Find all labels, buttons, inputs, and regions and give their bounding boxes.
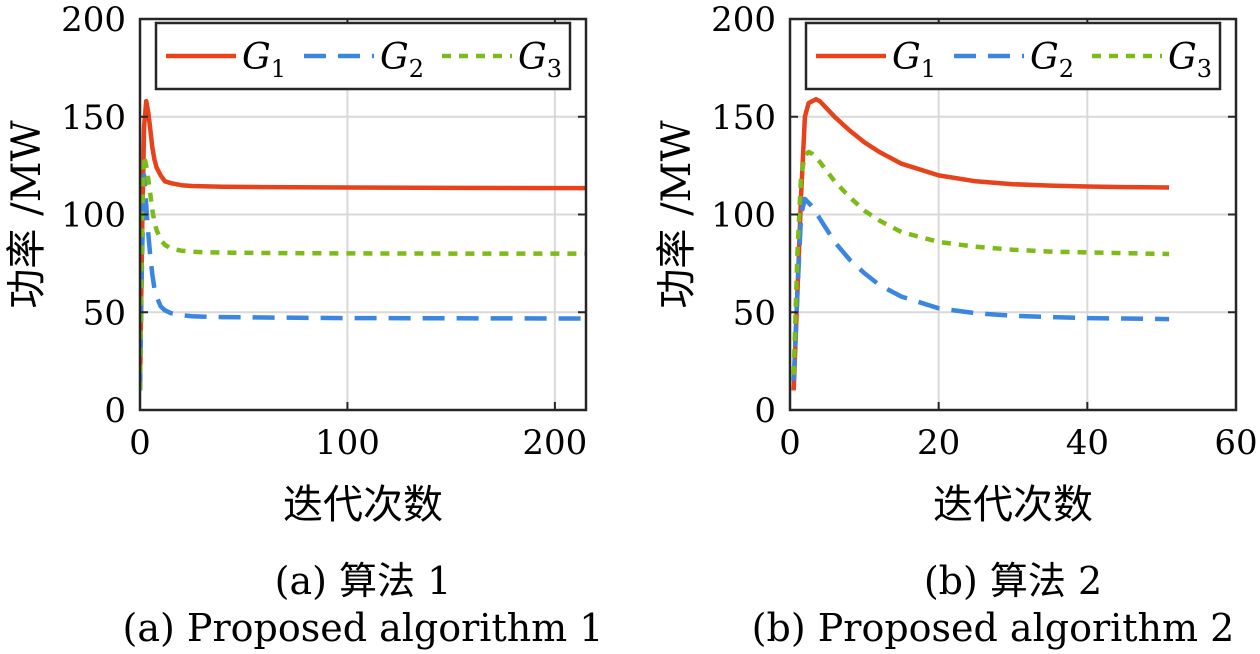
y-axis-label: 功率 /MW xyxy=(654,120,700,308)
legend-label-g2: G2 xyxy=(380,37,424,83)
chart-panel-b: 0 20 40 60 0 50 100 150 200 迭代次数 功率 /MW G1 G2 G3 xyxy=(654,0,1258,528)
y-tick-label: 0 xyxy=(754,391,776,431)
y-tick-label: 0 xyxy=(104,391,126,431)
series-line-g3 xyxy=(140,153,586,391)
series-line-g2 xyxy=(791,196,1170,381)
series-group xyxy=(791,96,1170,391)
y-tick-label: 100 xyxy=(711,196,776,236)
y-tick-label: 100 xyxy=(61,196,126,236)
y-tick-label: 50 xyxy=(733,293,776,333)
x-axis-label: 迭代次数 xyxy=(283,482,443,528)
y-tick-label: 50 xyxy=(83,293,126,333)
series-line-g2 xyxy=(140,173,586,391)
y-tick-label: 150 xyxy=(61,98,126,138)
x-tick-label: 200 xyxy=(522,423,587,463)
legend-label-g3: G3 xyxy=(518,37,562,83)
x-tick-label: 0 xyxy=(779,423,801,463)
x-tick-label: 20 xyxy=(917,423,960,463)
x-tick-label: 60 xyxy=(1214,423,1257,463)
y-tick-label: 200 xyxy=(711,0,776,40)
x-tick-label: 40 xyxy=(1066,423,1109,463)
x-axis-label: 迭代次数 xyxy=(933,482,1093,528)
legend: G1 G2 G3 xyxy=(804,21,1222,91)
legend-label-g2: G2 xyxy=(1030,37,1074,83)
series-line-g3 xyxy=(791,149,1170,375)
series-group xyxy=(140,98,586,391)
caption-en-a: (a) Proposed algorithm 1 xyxy=(122,606,604,650)
series-line-g1 xyxy=(140,98,586,391)
y-axis-label: 功率 /MW xyxy=(4,120,50,308)
y-tick-label: 150 xyxy=(711,98,776,138)
legend-label-g3: G3 xyxy=(1168,37,1212,83)
legend-label-g1: G1 xyxy=(242,37,286,83)
series-line-g1 xyxy=(791,96,1170,391)
y-tick-label: 200 xyxy=(61,0,126,40)
legend-label-g1: G1 xyxy=(892,37,936,83)
caption-en-b: (b) Proposed algorithm 2 xyxy=(751,606,1235,650)
x-tick-label: 100 xyxy=(315,423,380,463)
chart-panel-a: 0 100 200 0 50 100 150 200 迭代次数 功率 /MW G1 G2 G3 xyxy=(4,0,587,528)
caption-cn-b: (b) 算法 2 xyxy=(923,559,1103,603)
caption-cn-a: (a) 算法 1 xyxy=(274,559,452,603)
legend: G1 G2 G3 xyxy=(154,21,572,91)
x-tick-label: 0 xyxy=(129,423,151,463)
